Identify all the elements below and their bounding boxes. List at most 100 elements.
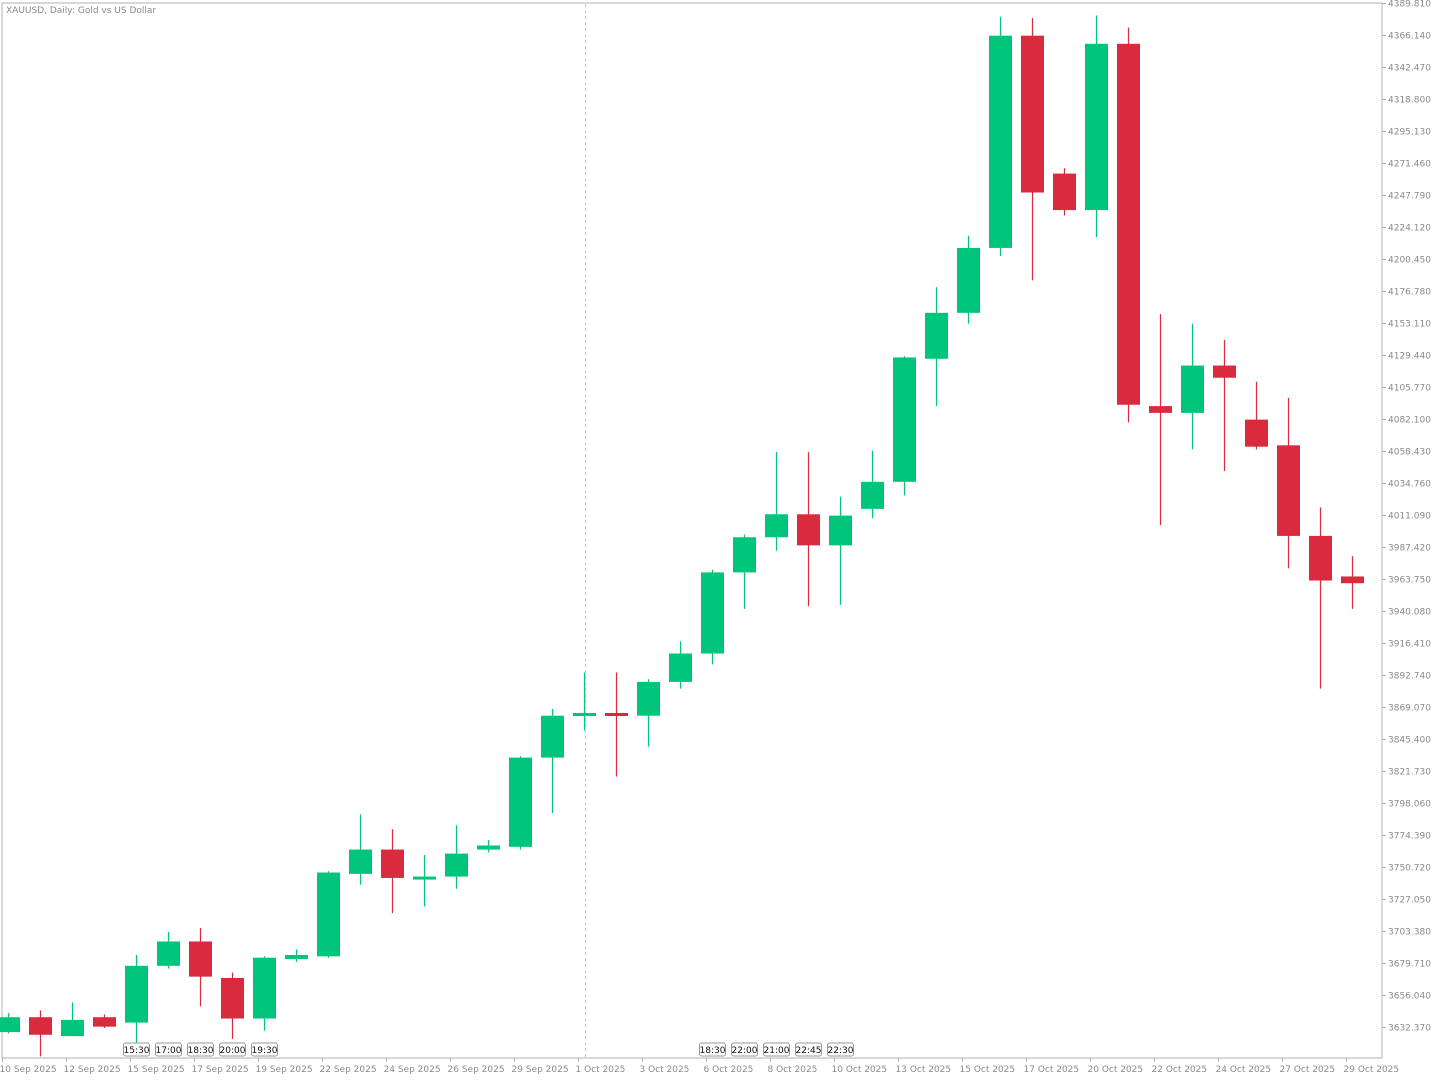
price-tick-label: 4176.780 <box>1388 288 1431 298</box>
date-tick-label: 22 Sep 2025 <box>320 1065 377 1075</box>
candle-body <box>1149 406 1172 413</box>
date-tick-label: 10 Oct 2025 <box>832 1065 888 1075</box>
candle-body <box>349 849 372 874</box>
session-time-box <box>187 1042 214 1057</box>
candle-body <box>829 515 852 546</box>
date-tick-label: 13 Oct 2025 <box>896 1065 952 1075</box>
date-tick-label: 1 Oct 2025 <box>576 1065 626 1075</box>
candle <box>1245 381 1268 450</box>
date-tick-label: 24 Oct 2025 <box>1216 1065 1272 1075</box>
candle-body <box>253 957 276 1019</box>
plot-area[interactable] <box>1 2 1383 1059</box>
candle-body <box>0 1017 20 1033</box>
price-tick-label: 4058.430 <box>1388 448 1431 458</box>
session-time-label: 22:30 <box>827 1042 854 1057</box>
date-tick-label: 24 Sep 2025 <box>384 1065 441 1075</box>
session-time-label: 22:00 <box>731 1042 758 1057</box>
candle <box>1277 398 1300 569</box>
candle-body <box>93 1017 116 1027</box>
date-tick-label: 10 Sep 2025 <box>0 1065 57 1075</box>
candle <box>189 927 212 1007</box>
candle-body <box>189 941 212 977</box>
candle <box>413 854 436 907</box>
candle <box>1149 314 1172 526</box>
price-tick-label: 3656.040 <box>1388 992 1431 1002</box>
candle <box>317 871 340 958</box>
session-time-box <box>827 1042 854 1057</box>
session-time-text: 18:30 <box>188 1046 214 1056</box>
price-tick-label: 3679.710 <box>1388 960 1431 970</box>
candle <box>477 840 500 853</box>
candle-body <box>797 514 820 546</box>
candle <box>1181 323 1204 450</box>
candle-body <box>893 357 916 482</box>
candle-body <box>509 757 532 847</box>
price-axis: 4389.810 4366.140 4342.470 4318.800 4295.130… <box>1382 0 1431 1034</box>
date-tick-label: 26 Sep 2025 <box>448 1065 505 1075</box>
price-tick-label: 4082.100 <box>1388 416 1431 426</box>
candle-body <box>1341 576 1364 584</box>
candle <box>349 814 372 885</box>
candle-body <box>573 713 596 717</box>
candle-body <box>1117 43 1140 405</box>
candle <box>925 287 948 407</box>
candles-layer <box>0 15 1364 1057</box>
date-tick-label: 15 Sep 2025 <box>128 1065 185 1075</box>
candle-body <box>957 247 980 313</box>
candle <box>285 949 308 962</box>
candle-body <box>669 653 692 682</box>
candle <box>1117 27 1140 423</box>
session-time-label: 20:00 <box>219 1042 246 1057</box>
price-tick-label: 3750.720 <box>1388 864 1431 874</box>
chart-title: XAUUSD, Daily: Gold vs US Dollar <box>6 6 156 16</box>
candle <box>221 972 244 1039</box>
candle-body <box>29 1017 52 1035</box>
candle <box>957 235 980 324</box>
price-tick-label: 3987.420 <box>1388 544 1431 554</box>
candle <box>637 679 660 747</box>
candle <box>1085 15 1108 238</box>
candle-body <box>285 954 308 960</box>
session-time-text: 21:00 <box>764 1046 790 1056</box>
price-tick-label: 3774.390 <box>1388 832 1431 842</box>
candle-body <box>1021 35 1044 193</box>
candle-body <box>1053 173 1076 211</box>
price-tick-label: 4318.800 <box>1388 96 1431 106</box>
candle <box>1053 168 1076 216</box>
candle-body <box>61 1019 84 1037</box>
session-time-label: 18:30 <box>187 1042 214 1057</box>
session-time-text: 20:00 <box>220 1046 246 1056</box>
session-labels-layer: 15:30 17:00 18:30 20:00 19:30 18:30 22:00 21:00… <box>123 1042 854 1057</box>
price-tick-label: 3821.730 <box>1388 768 1431 778</box>
date-tick-label: 20 Oct 2025 <box>1088 1065 1144 1075</box>
price-tick-label: 4389.810 <box>1388 0 1431 10</box>
date-tick-label: 29 Oct 2025 <box>1344 1065 1400 1075</box>
price-tick-label: 3632.370 <box>1388 1024 1431 1034</box>
session-time-text: 17:00 <box>156 1046 182 1056</box>
session-time-label: 21:00 <box>763 1042 790 1057</box>
candle-body <box>605 713 628 717</box>
candle <box>157 932 180 969</box>
session-time-label: 18:30 <box>699 1042 726 1057</box>
candle-body <box>925 312 948 359</box>
candle <box>861 450 884 519</box>
candle-body <box>541 715 564 758</box>
candle-body <box>637 681 660 716</box>
date-tick-label: 8 Oct 2025 <box>768 1065 818 1075</box>
session-time-text: 22:45 <box>796 1046 822 1056</box>
date-tick-label: 6 Oct 2025 <box>704 1065 754 1075</box>
candle <box>1309 507 1332 689</box>
candle-body <box>1085 43 1108 211</box>
price-tick-label: 3940.080 <box>1388 608 1431 618</box>
price-tick-label: 4295.130 <box>1388 128 1431 138</box>
session-time-text: 18:30 <box>700 1046 726 1056</box>
price-tick-label: 4011.090 <box>1388 512 1431 522</box>
session-time-box <box>123 1042 150 1057</box>
session-time-label: 15:30 <box>123 1042 150 1057</box>
candle-body <box>477 845 500 850</box>
price-tick-label: 4247.790 <box>1388 192 1431 202</box>
candle-body <box>765 514 788 538</box>
price-tick-label: 3963.750 <box>1388 576 1431 586</box>
